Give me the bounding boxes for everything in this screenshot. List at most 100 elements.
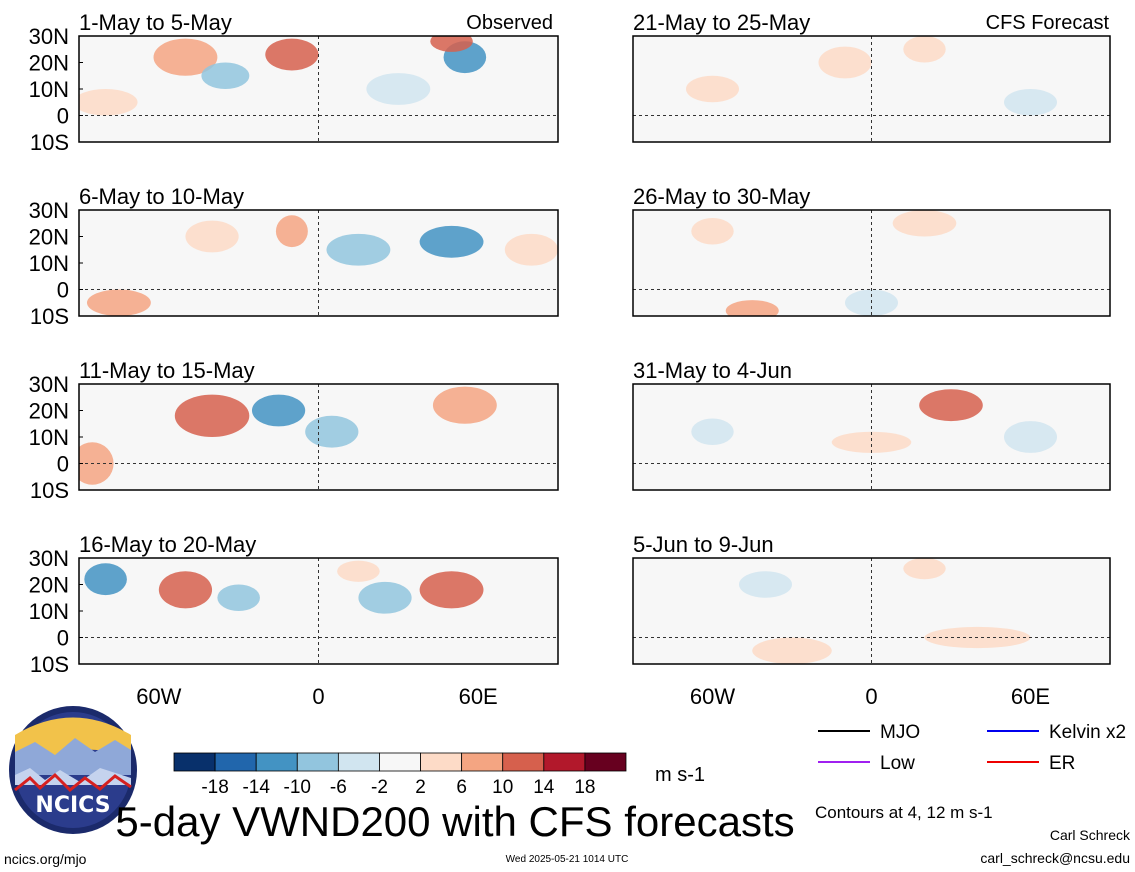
- anomaly-blob: [366, 73, 431, 105]
- x-tick-label: 0: [865, 684, 877, 709]
- footer-timestamp: Wed 2025-05-21 1014 UTC: [506, 854, 629, 865]
- footer-author: Carl Schreck: [1050, 827, 1131, 843]
- colorbar-label: -14: [242, 777, 270, 798]
- colorbar-swatch: [420, 752, 463, 772]
- panel-title: 16-May to 20-May: [79, 532, 256, 557]
- anomaly-blob: [265, 38, 319, 71]
- colorbar-label: 10: [492, 777, 513, 798]
- x-tick-label: 60W: [136, 684, 181, 709]
- x-tick-label: 60E: [1011, 684, 1050, 709]
- anomaly-blob: [84, 563, 127, 596]
- colorbar-label: -6: [330, 777, 347, 798]
- panel-title: 1-May to 5-May: [79, 10, 232, 35]
- anomaly-blob: [251, 394, 306, 427]
- panel-title: 11-May to 15-May: [79, 358, 255, 383]
- anomaly-blob: [504, 233, 558, 266]
- legend-label: Low: [880, 753, 915, 774]
- colorbar-swatch: [584, 752, 627, 772]
- colorbar-label: -18: [201, 777, 228, 798]
- y-tick-label: 10S: [30, 478, 69, 503]
- colorbar-swatch: [173, 752, 216, 772]
- anomaly-blob: [79, 442, 114, 485]
- anomaly-blob: [691, 418, 734, 445]
- panel-title: 31-May to 4-Jun: [633, 358, 792, 383]
- anomaly-blob: [158, 571, 213, 609]
- map-panel: 5-Jun to 9-Jun: [632, 532, 1111, 665]
- legend: MJO Kelvin x2 Low ER: [818, 722, 1126, 774]
- panel-title: 26-May to 30-May: [633, 184, 810, 209]
- colorbar-swatch: [502, 752, 545, 772]
- contours-note: Contours at 4, 12 m s-1: [815, 803, 993, 822]
- anomaly-blob: [86, 289, 151, 316]
- anomaly-blob: [831, 431, 912, 453]
- colorbar-swatch: [461, 752, 504, 772]
- anomaly-blob: [903, 558, 946, 580]
- panel-title: 5-Jun to 9-Jun: [633, 532, 774, 557]
- colorbar-label: 2: [415, 777, 426, 798]
- anomaly-blob: [326, 233, 391, 266]
- panel-title: 21-May to 25-May: [633, 10, 810, 35]
- colorbar: -18 -14 -10 -6 -2 2 6 10 14 18: [173, 752, 627, 798]
- colorbar-swatch: [337, 752, 380, 772]
- anomaly-blob: [153, 38, 218, 76]
- y-tick-label: 10S: [30, 652, 69, 677]
- x-tick-label: 60W: [690, 684, 735, 709]
- y-tick-label: 20N: [29, 573, 69, 598]
- y-tick-label: 30N: [29, 372, 69, 397]
- map-panel: 21-May to 25-May: [632, 10, 1111, 143]
- y-tick-label: 0: [57, 278, 69, 303]
- anomaly-blob: [275, 215, 308, 248]
- colorbar-swatch: [543, 752, 586, 772]
- anomaly-blob: [217, 584, 260, 611]
- y-tick-label: 30N: [29, 24, 69, 49]
- colorbar-label: -10: [284, 777, 311, 798]
- main-title: 5-day VWND200 with CFS forecasts: [115, 798, 794, 845]
- anomaly-blob: [174, 394, 250, 437]
- anomaly-blob: [686, 75, 739, 103]
- y-tick-label: 30N: [29, 546, 69, 571]
- anomaly-blob: [337, 560, 380, 582]
- y-tick-label: 30N: [29, 198, 69, 223]
- y-tick-label: 0: [57, 626, 69, 651]
- colorbar-swatch: [379, 752, 421, 772]
- colorbar-swatch: [296, 752, 339, 772]
- legend-label: MJO: [880, 722, 920, 743]
- y-tick-label: 10N: [29, 599, 69, 624]
- x-tick-label: 60E: [459, 684, 498, 709]
- y-tick-label: 10N: [29, 77, 69, 102]
- observed-label: Observed: [466, 12, 553, 34]
- anomaly-blob: [739, 571, 792, 598]
- anomaly-blob: [691, 217, 734, 245]
- anomaly-blob: [185, 220, 239, 253]
- footer-email: carl_schreck@ncsu.edu: [980, 850, 1130, 866]
- colorbar-label: 6: [456, 777, 467, 798]
- anomaly-blob: [430, 36, 473, 52]
- anomaly-blob: [432, 386, 497, 424]
- colorbar-label: 18: [574, 777, 595, 798]
- anomaly-blob: [725, 300, 779, 316]
- map-panel: 31-May to 4-Jun: [632, 358, 1111, 491]
- y-tick-label: 20N: [29, 225, 69, 250]
- y-tick-label: 10N: [29, 251, 69, 276]
- forecast-label: CFS Forecast: [986, 12, 1110, 34]
- anomaly-blob: [919, 389, 983, 422]
- y-tick-label: 10S: [30, 130, 69, 155]
- legend-label: ER: [1049, 753, 1075, 774]
- legend-label: Kelvin x2: [1049, 722, 1126, 743]
- anomaly-blob: [419, 571, 484, 609]
- anomaly-blob: [752, 637, 832, 664]
- ncics-logo: NCICS: [9, 706, 137, 834]
- anomaly-blob: [305, 415, 359, 448]
- anomaly-blob: [818, 46, 872, 79]
- anomaly-blob: [892, 210, 957, 237]
- y-tick-label: 10S: [30, 304, 69, 329]
- colorbar-label: 14: [533, 777, 555, 798]
- footer-url: ncics.org/mjo: [4, 851, 87, 867]
- anomaly-blob: [419, 225, 484, 258]
- x-tick-label: 0: [312, 684, 324, 709]
- map-panel: 26-May to 30-May: [632, 184, 1111, 317]
- anomaly-blob: [201, 62, 250, 89]
